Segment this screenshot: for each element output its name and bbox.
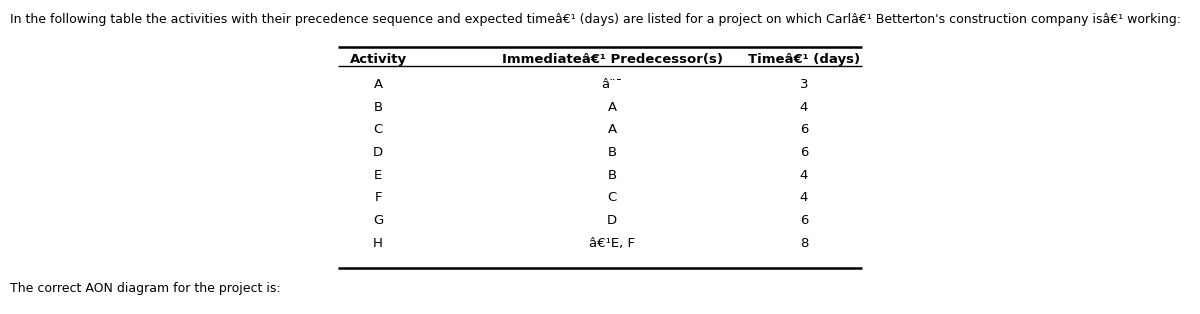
Text: B: B [607,169,617,182]
Text: B: B [373,101,383,114]
Text: C: C [373,123,383,137]
Text: G: G [373,214,383,227]
Text: A: A [373,78,383,91]
Text: 6: 6 [800,146,808,159]
Text: 3: 3 [799,78,809,91]
Text: F: F [374,191,382,204]
Text: Activity: Activity [349,53,407,66]
Text: Immediateâ€¹ Predecessor(s): Immediateâ€¹ Predecessor(s) [502,53,722,66]
Text: In the following table the activities with their precedence sequence and expecte: In the following table the activities wi… [10,13,1181,25]
Text: Timeâ€¹ (days): Timeâ€¹ (days) [748,53,860,66]
Text: 8: 8 [800,236,808,250]
Text: C: C [607,191,617,204]
Text: â¨¯: â¨¯ [601,78,623,91]
Text: 4: 4 [800,191,808,204]
Text: 6: 6 [800,214,808,227]
Text: 6: 6 [800,123,808,137]
Text: The correct AON diagram for the project is:: The correct AON diagram for the project … [10,282,281,295]
Text: H: H [373,236,383,250]
Text: A: A [607,101,617,114]
Text: â€¹E, F: â€¹E, F [589,236,635,250]
Text: D: D [607,214,617,227]
Text: 4: 4 [800,169,808,182]
Text: A: A [607,123,617,137]
Text: 4: 4 [800,101,808,114]
Text: E: E [374,169,382,182]
Text: D: D [373,146,383,159]
Text: B: B [607,146,617,159]
